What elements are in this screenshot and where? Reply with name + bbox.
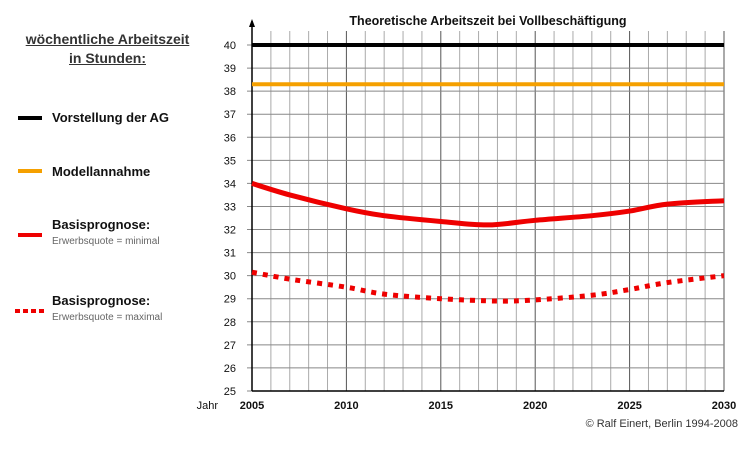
legend-swatch-black [18, 116, 42, 120]
y-tick-label: 35 [224, 155, 236, 167]
x-tick-label: 2025 [617, 400, 641, 412]
y-tick-label: 39 [224, 63, 236, 75]
legend-title: wöchentliche Arbeitszeit in Stunden: [10, 30, 205, 68]
series-line-3 [251, 181, 725, 228]
y-tick-label: 27 [224, 340, 236, 352]
y-tick-label: 36 [224, 132, 236, 144]
y-tick-label: 31 [224, 248, 236, 260]
legend-title-line1: wöchentliche Arbeitszeit [25, 31, 190, 47]
y-tick-label: 26 [224, 363, 236, 375]
legend-label: Modellannahme [52, 164, 151, 179]
y-axis-arrow [249, 19, 255, 27]
x-tick-label: 2005 [240, 400, 264, 412]
series-line-4 [251, 269, 725, 304]
chart-title: Theoretische Arbeitszeit bei Vollbeschäf… [349, 14, 626, 28]
y-tick-label: 29 [224, 294, 236, 306]
legend-swatch-red-dotted [15, 309, 45, 313]
legend-sub: Erwerbsquote = minimal [52, 236, 160, 247]
x-axis-label: Jahr [197, 400, 219, 412]
legend-title-line2: in Stunden: [69, 50, 146, 66]
legend-sub: Erwerbsquote = maximal [52, 312, 163, 323]
legend-label: Basisprognose: [52, 217, 151, 232]
legend-label: Basisprognose: [52, 293, 151, 308]
legend-swatch-orange [18, 169, 42, 173]
y-tick-label: 25 [224, 386, 236, 398]
y-tick-label: 33 [224, 201, 236, 213]
y-tick-label: 38 [224, 86, 236, 98]
legend-label: Vorstellung der AG [52, 110, 170, 125]
y-tick-label: 37 [224, 109, 236, 121]
x-tick-label: 2010 [334, 400, 358, 412]
copyright: © Ralf Einert, Berlin 1994-2008 [585, 418, 738, 430]
y-tick-label: 34 [224, 178, 236, 190]
legend-swatch-red-solid [18, 233, 42, 237]
y-tick-label: 32 [224, 225, 236, 237]
y-tick-label: 30 [224, 271, 236, 283]
y-tick-label: 40 [224, 40, 236, 52]
x-tick-label: 2030 [712, 400, 736, 412]
x-tick-label: 2020 [523, 400, 547, 412]
y-tick-label: 28 [224, 317, 236, 329]
x-tick-label: 2015 [429, 400, 453, 412]
